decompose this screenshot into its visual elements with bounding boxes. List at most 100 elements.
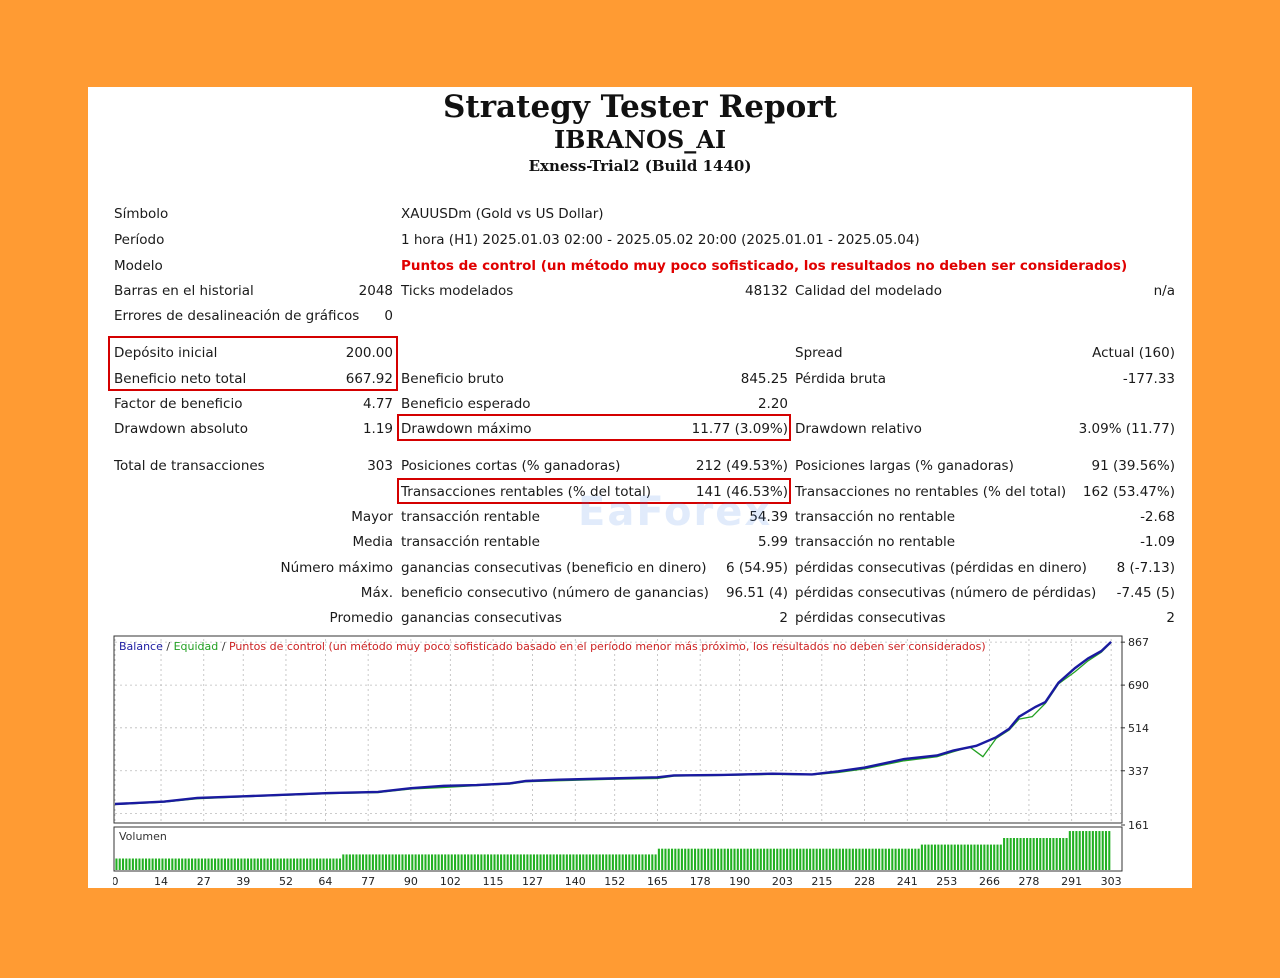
volume-bar bbox=[171, 858, 174, 870]
volume-bar bbox=[342, 854, 345, 870]
volume-bar bbox=[989, 844, 992, 870]
volume-bar bbox=[881, 848, 884, 870]
volume-bar bbox=[477, 854, 480, 870]
volume-bar bbox=[361, 854, 365, 870]
chart-legend: Balance / Equidad / Puntos de control (u… bbox=[119, 640, 986, 653]
volume-bar bbox=[233, 858, 236, 870]
volume-bar bbox=[887, 848, 891, 870]
volume-bar bbox=[980, 844, 983, 870]
profit-trades-value: 141 (46.53%) bbox=[695, 484, 788, 500]
long-positions-label: Posiciones largas (% ganadoras) bbox=[795, 458, 1014, 474]
volume-bar bbox=[1075, 831, 1078, 870]
volume-bar bbox=[845, 848, 848, 870]
volume-bar bbox=[753, 848, 756, 870]
volume-bar bbox=[812, 848, 815, 870]
max-cons-losses-label: pérdidas consecutivas (pérdidas en diner… bbox=[795, 560, 1087, 576]
volume-bar bbox=[585, 854, 588, 870]
volume-bar bbox=[851, 848, 854, 870]
x-tick-label: 203 bbox=[772, 875, 793, 887]
volume-bar bbox=[920, 844, 923, 870]
volume-bar bbox=[434, 854, 437, 870]
volume-bar bbox=[868, 848, 871, 870]
volume-bar bbox=[223, 858, 226, 870]
volume-bar bbox=[181, 858, 184, 870]
volume-bar bbox=[976, 844, 979, 870]
net-profit-label: Beneficio neto total bbox=[114, 371, 247, 387]
volume-bar bbox=[723, 848, 726, 870]
volume-bar bbox=[733, 848, 736, 870]
legend-separator: / bbox=[218, 640, 229, 653]
volume-bar bbox=[1091, 831, 1094, 870]
volume-bar bbox=[269, 858, 273, 870]
volume-bar bbox=[125, 858, 128, 870]
volume-bar bbox=[861, 848, 864, 870]
volume-bar bbox=[450, 854, 453, 870]
x-tick-label: 127 bbox=[522, 875, 543, 887]
volume-bar bbox=[398, 854, 401, 870]
highlight-profit-trades bbox=[397, 478, 791, 504]
volume-bar bbox=[605, 854, 608, 870]
quality-label: Calidad del modelado bbox=[795, 283, 942, 299]
period-label: Período bbox=[114, 232, 165, 248]
volume-bar bbox=[878, 848, 881, 870]
volume-bar bbox=[818, 848, 822, 870]
volume-bar bbox=[901, 848, 904, 870]
avg-cons-losses-label: pérdidas consecutivas bbox=[795, 610, 946, 626]
volume-bar bbox=[177, 858, 180, 870]
volume-bar bbox=[1062, 838, 1065, 870]
report-title: Strategy Tester Report bbox=[443, 89, 837, 125]
maximal-prefix: Máx. bbox=[360, 585, 393, 601]
volume-bar bbox=[598, 854, 601, 870]
volume-bar bbox=[1104, 831, 1108, 870]
x-tick-label: 303 bbox=[1101, 875, 1122, 887]
volume-bar bbox=[279, 858, 282, 870]
volume-bar bbox=[1029, 838, 1032, 870]
volume-bar bbox=[730, 848, 733, 870]
volume-bar bbox=[713, 848, 716, 870]
volume-bar bbox=[756, 848, 759, 870]
bars-value: 2048 bbox=[358, 283, 393, 299]
volume-bar bbox=[707, 848, 710, 870]
volume-bar bbox=[848, 848, 851, 870]
rel-drawdown-value: 3.09% (11.77) bbox=[1078, 421, 1175, 437]
average-loss-label: transacción no rentable bbox=[795, 534, 956, 550]
volume-bar bbox=[1006, 838, 1009, 870]
volume-bar bbox=[470, 854, 473, 870]
volume-bar bbox=[575, 854, 578, 870]
volume-bar bbox=[950, 844, 953, 870]
volume-bar bbox=[384, 854, 388, 870]
volume-bar bbox=[983, 844, 986, 870]
volume-bar bbox=[615, 854, 618, 870]
volume-bar bbox=[917, 848, 920, 870]
volume-bar bbox=[539, 854, 542, 870]
x-tick-label: 215 bbox=[811, 875, 832, 887]
x-tick-label: 0 bbox=[113, 875, 119, 887]
volume-bar bbox=[664, 848, 667, 870]
volume-bar bbox=[135, 858, 138, 870]
volume-bar bbox=[569, 854, 572, 870]
volume-bar bbox=[424, 854, 427, 870]
volume-bar bbox=[772, 848, 776, 870]
x-tick-label: 178 bbox=[690, 875, 711, 887]
avg-cons-wins-value: 2 bbox=[779, 610, 788, 626]
max-drawdown-label: Drawdown máximo bbox=[401, 421, 532, 437]
volume-bar bbox=[473, 854, 476, 870]
volume-bar bbox=[822, 848, 825, 870]
volume-bar bbox=[565, 854, 568, 870]
errors-value: 0 bbox=[384, 308, 393, 324]
avg-prefix: Promedio bbox=[329, 610, 393, 626]
highlight-max-drawdown bbox=[397, 414, 791, 441]
average-prefix: Media bbox=[352, 534, 393, 550]
x-tick-label: 228 bbox=[854, 875, 875, 887]
volume-bar bbox=[243, 858, 246, 870]
highlight-deposit-profit bbox=[108, 336, 398, 391]
volume-bar bbox=[763, 848, 766, 870]
volume-bar bbox=[417, 854, 420, 870]
volume-bar bbox=[907, 848, 910, 870]
legend-note: Puntos de control (un método muy poco so… bbox=[229, 640, 986, 653]
volume-bar bbox=[289, 858, 292, 870]
volume-bar bbox=[578, 854, 582, 870]
volume-bar bbox=[214, 858, 217, 870]
volume-bar bbox=[273, 858, 276, 870]
volume-bar bbox=[776, 848, 779, 870]
